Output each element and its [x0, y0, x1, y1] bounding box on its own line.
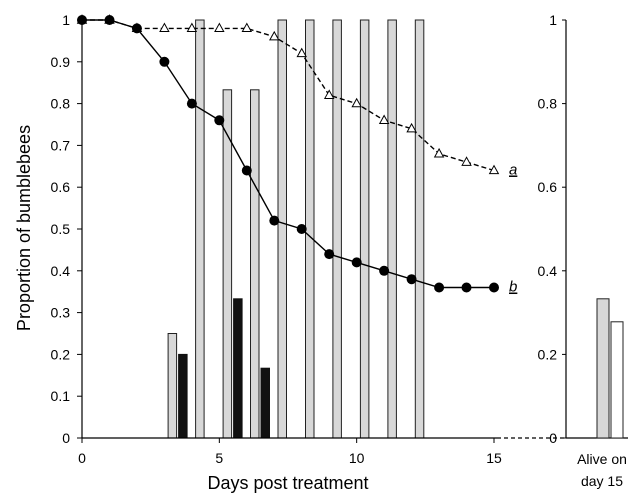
series-b-point-15 — [489, 282, 499, 293]
grey-bar-8 — [387, 19, 397, 439]
series-b-point-3 — [159, 56, 170, 67]
x-tick-label-3: 15 — [486, 450, 502, 466]
side-y-tick-label-2: 0.4 — [538, 263, 558, 279]
series-b-point-10 — [351, 257, 362, 268]
series-a-point-7 — [269, 30, 280, 41]
grey-bar-3 — [250, 89, 260, 439]
y-tick-label-9: 0.9 — [51, 54, 71, 70]
side-y-tick-label-1: 0.2 — [538, 346, 558, 362]
grey-bar-4 — [277, 19, 287, 439]
series-b-point-14 — [461, 282, 472, 293]
y-tick-label-3: 0.3 — [51, 305, 71, 321]
grey-bar-9 — [414, 19, 425, 439]
series-b-point-12 — [406, 274, 417, 285]
series-label-a: a — [509, 161, 517, 178]
y-tick-label-2: 0.2 — [51, 346, 71, 362]
series-a-point-13 — [433, 147, 445, 158]
series-a-point-9 — [323, 89, 335, 99]
grey-bar-5 — [305, 19, 315, 439]
y-tick-label-6: 0.6 — [51, 179, 71, 195]
series-a-point-15 — [488, 164, 500, 175]
y-tick-label-8: 0.8 — [51, 96, 71, 112]
series-a-point-11 — [378, 114, 390, 125]
black-bar-0 — [178, 353, 188, 439]
x-tick-label-2: 10 — [349, 450, 365, 466]
series-b-point-2 — [131, 23, 142, 34]
grey-bar-0 — [167, 333, 178, 439]
series-b-point-1 — [104, 15, 115, 25]
side-bar-1 — [610, 321, 624, 439]
y-tick-label-4: 0.4 — [51, 263, 71, 279]
y-tick-label-1: 0.1 — [51, 388, 71, 404]
x-tick-label-1: 5 — [215, 450, 223, 466]
series-b-point-8 — [296, 224, 307, 234]
series-a-point-10 — [351, 97, 362, 108]
side-y-tick-label-3: 0.6 — [538, 179, 558, 195]
series-b-line — [82, 19, 494, 289]
side-y-tick-label-5: 1 — [549, 12, 557, 28]
grey-bar-2 — [222, 89, 233, 439]
black-bar-2 — [260, 367, 270, 439]
black-bar-1 — [233, 298, 243, 439]
x-tick-label-0: 0 — [78, 450, 86, 466]
y-tick-label-10: 1 — [62, 12, 70, 28]
series-b-point-0 — [77, 15, 87, 25]
series-a-line — [82, 19, 495, 172]
series-a-point-3 — [159, 22, 170, 33]
grey-bar-1 — [195, 19, 205, 439]
x-axis-title: Days post treatment — [207, 473, 368, 493]
y-tick-label-0: 0 — [62, 430, 70, 446]
side-y-tick-label-0: 0 — [549, 430, 557, 446]
grey-bar-6 — [332, 19, 342, 439]
series-a-point-8 — [296, 47, 307, 58]
series-b-point-13 — [434, 282, 445, 293]
series-a-point-5 — [214, 22, 225, 33]
y-axis-title: Proportion of bumblebees — [14, 125, 34, 331]
series-b-point-9 — [324, 249, 335, 260]
series-a-point-6 — [241, 22, 253, 33]
y-tick-label-7: 0.7 — [51, 137, 71, 153]
side-bar-chart: 0 0.2 0.4 0.6 0.8 1 — [538, 12, 628, 446]
series-b-point-11 — [379, 265, 390, 276]
series-b-point-6 — [241, 165, 252, 176]
series-a-point-4 — [186, 22, 198, 33]
series-b-point-4 — [186, 98, 197, 109]
series-a-point-12 — [406, 122, 417, 133]
side-y-tick-label-4: 0.8 — [538, 96, 558, 112]
series-b-point-5 — [214, 115, 225, 126]
series-label-b: b — [509, 279, 517, 296]
y-tick-label-5: 0.5 — [51, 221, 71, 237]
side-category-label-line1: Alive on — [577, 451, 627, 467]
series-b-point-7 — [269, 215, 280, 226]
side-bar-0 — [596, 298, 610, 439]
side-category-label-line2: day 15 — [581, 473, 623, 489]
series-a-point-14 — [461, 156, 472, 166]
grey-bar-7 — [359, 19, 370, 439]
